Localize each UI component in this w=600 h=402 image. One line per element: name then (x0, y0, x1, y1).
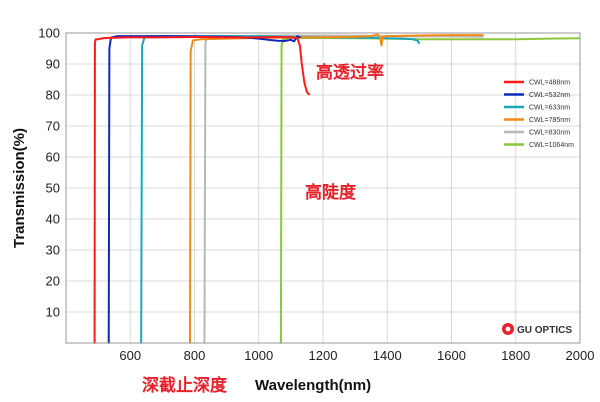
brand-name: GU OPTICS (517, 325, 572, 336)
legend-label: CWL=830nm (529, 130, 570, 137)
y-tick-label: 10 (46, 305, 60, 320)
legend-label: CWL=532nm (529, 92, 570, 99)
series-layer (93, 33, 581, 344)
x-tick-label: 1600 (437, 348, 466, 363)
x-axis-label: Wavelength(nm) (255, 377, 371, 394)
svg-text:Wavelength(nm): Wavelength(nm) (255, 377, 371, 394)
x-tick-label: 800 (184, 348, 206, 363)
plot-frame (65, 32, 581, 344)
y-tick-label: 40 (46, 212, 60, 227)
annotation-deep-blocking: 深截止深度 (142, 375, 228, 396)
legend-label: CWL=785nm (529, 117, 570, 124)
legend-label: CWL=633nm (529, 105, 570, 112)
y-tick-label: 80 (46, 88, 60, 103)
x-axis-label-main: Wavelength (255, 377, 339, 394)
legend-label: CWL=488nm (529, 80, 570, 87)
annotation-high-steepness: 高陡度 (305, 182, 357, 203)
y-tick-label: 60 (46, 150, 60, 165)
x-tick-label: 1200 (309, 348, 338, 363)
y-tick-label: 20 (46, 274, 60, 289)
y-axis-label: Transmission(%) (11, 128, 28, 248)
x-tick-label: 2000 (566, 348, 595, 363)
legend: CWL=488nm CWL=532nm CWL=633nm CWL=785nm CWL=… (504, 80, 574, 149)
legend-label: CWL=1064nm (529, 142, 574, 149)
ticks-layer: 10 20 30 40 50 60 70 80 90 100 600 800 1000 1200 1400 1… (38, 26, 594, 364)
brand-logo: GU OPTICS (502, 323, 572, 336)
y-tick-label: 90 (46, 57, 60, 72)
x-tick-label: 1400 (373, 348, 402, 363)
series-line-cwl-785nm (189, 33, 484, 344)
x-axis-label-unit: (nm) (339, 377, 372, 394)
y-tick-label: 70 (46, 119, 60, 134)
x-tick-label: 1800 (501, 348, 530, 363)
y-tick-label: 30 (46, 243, 60, 258)
x-tick-label: 1000 (244, 348, 273, 363)
y-tick-label: 100 (38, 26, 60, 41)
series-line-cwl-488nm (93, 36, 311, 344)
y-tick-label: 50 (46, 181, 60, 196)
x-tick-label: 600 (119, 348, 141, 363)
annotation-high-transmission: 高透过率 (316, 62, 384, 83)
brand-logo-icon-inner (505, 326, 511, 332)
